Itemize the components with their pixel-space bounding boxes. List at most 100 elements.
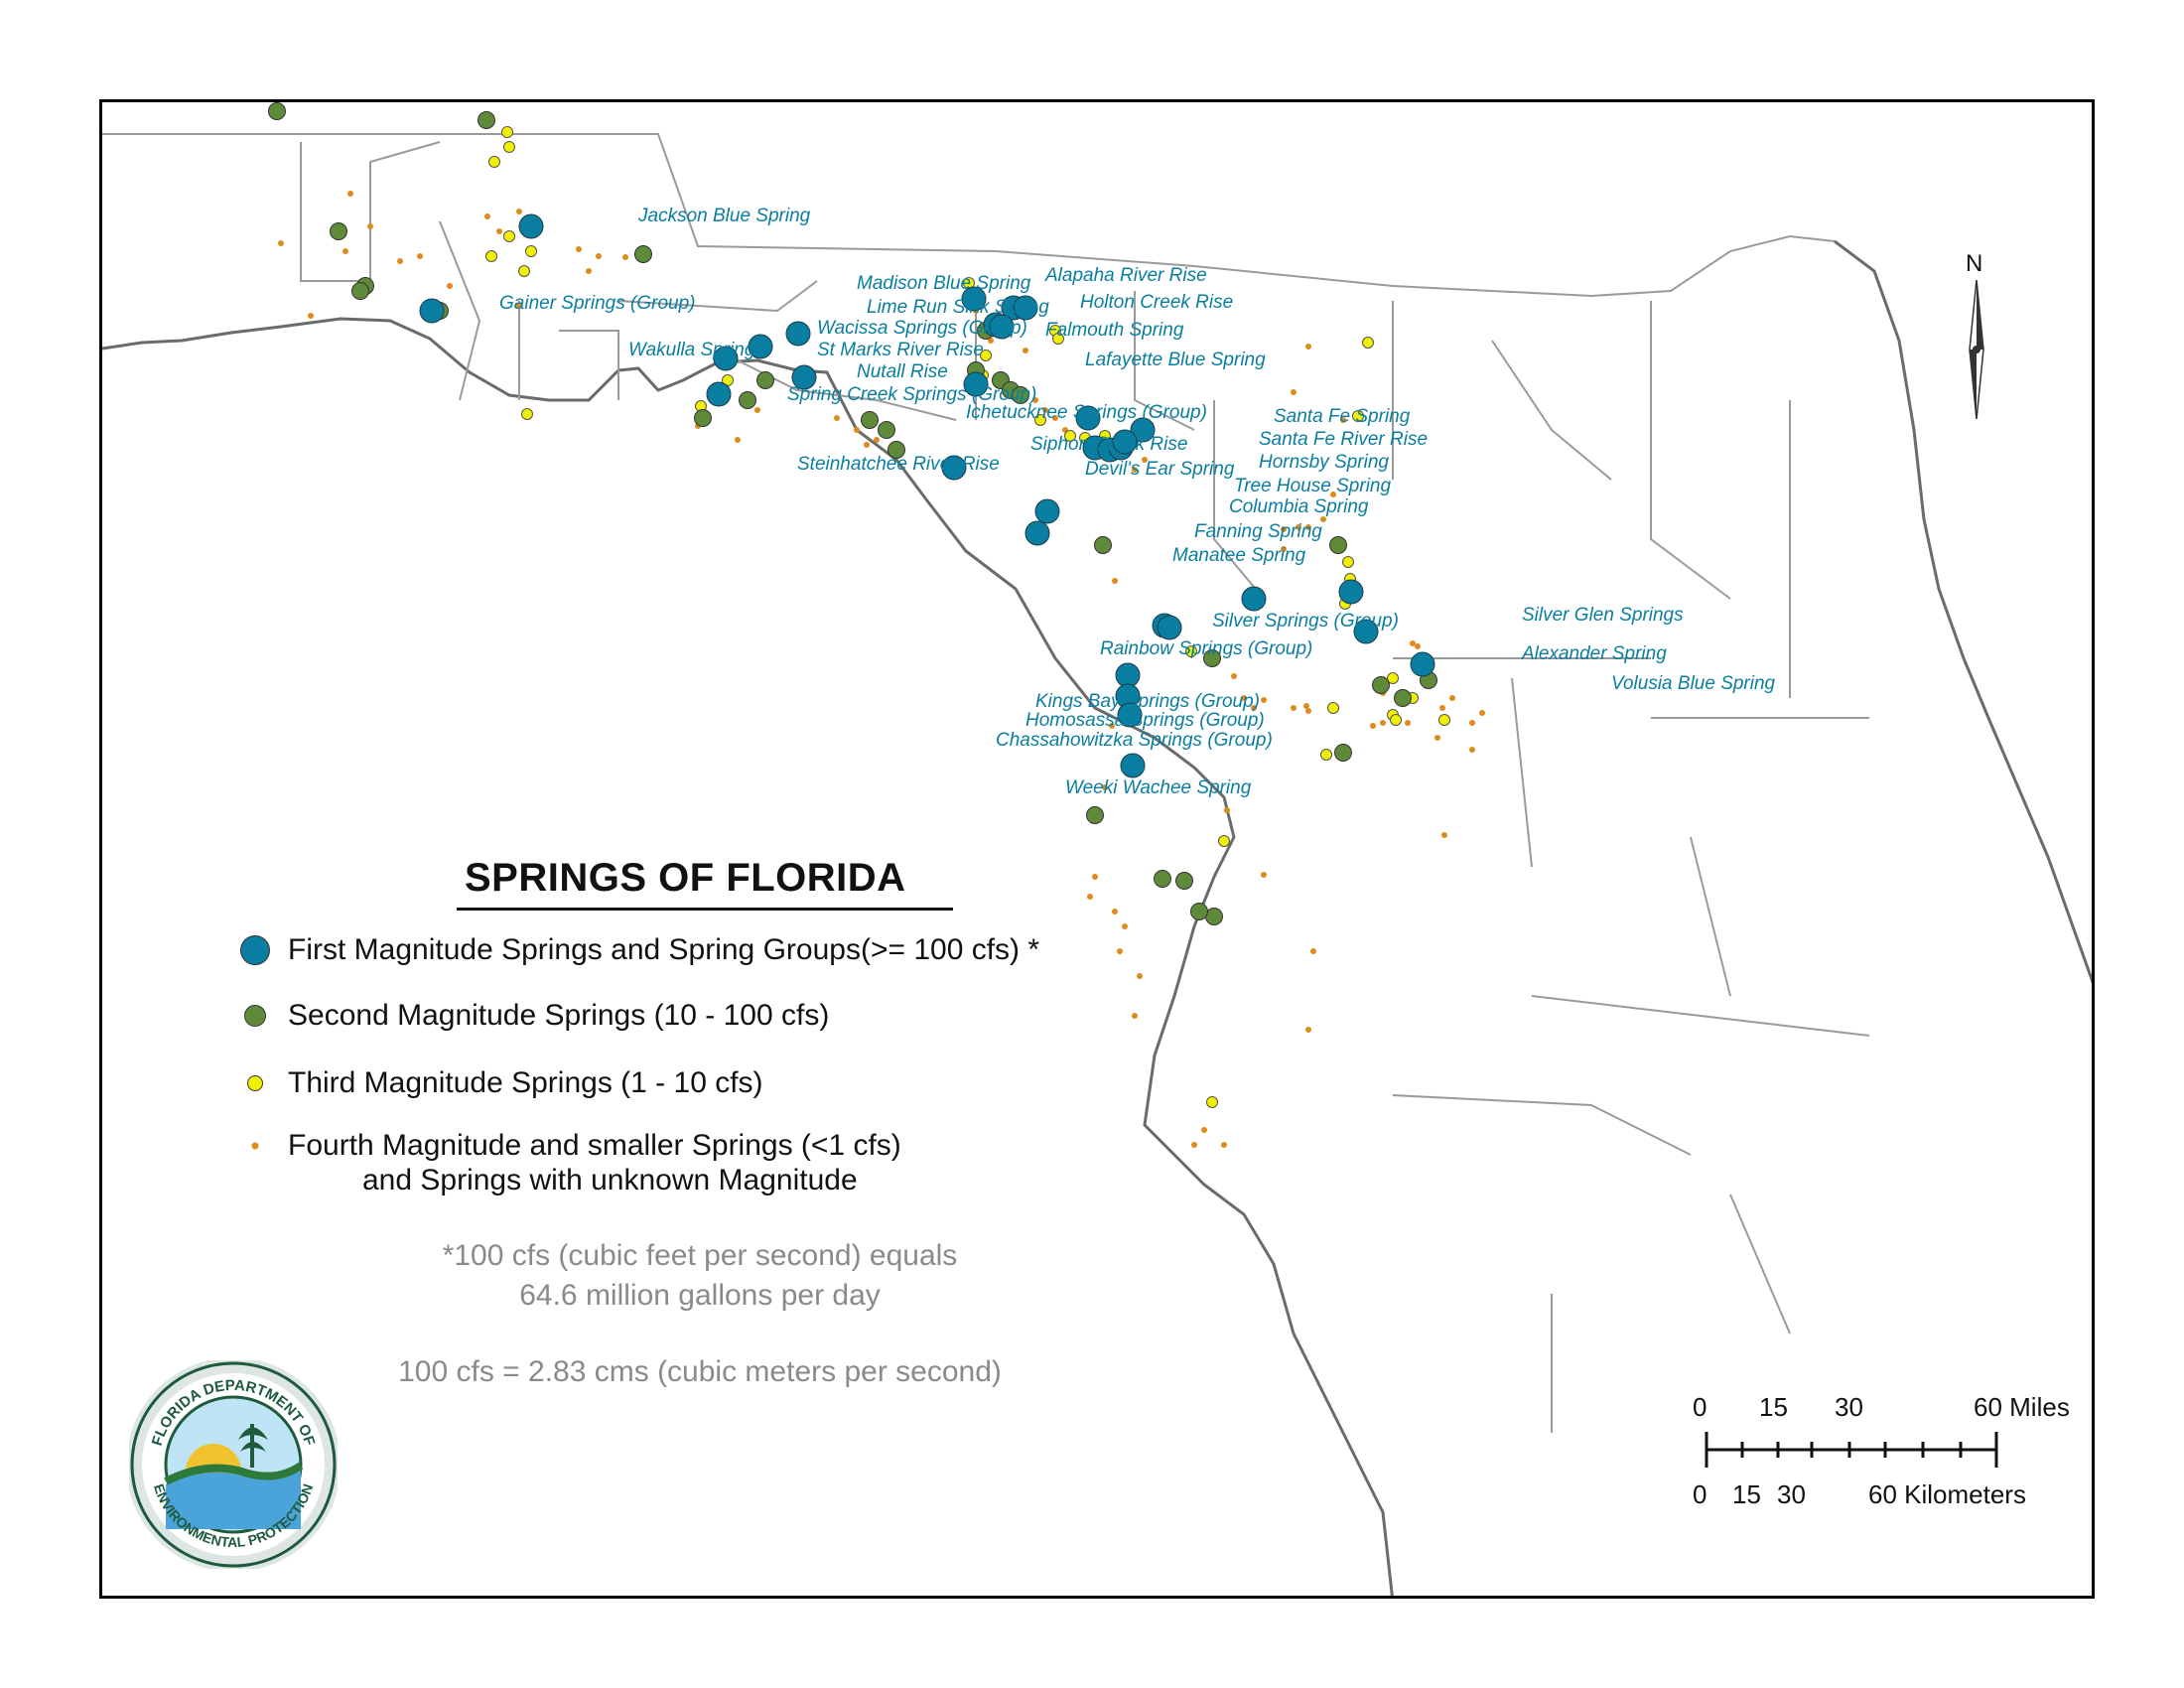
fourth-magnitude-spring	[367, 223, 373, 229]
fourth-magnitude-spring	[1132, 467, 1138, 473]
fourth-magnitude-spring	[864, 442, 870, 448]
spring-label: Chassahowitzka Springs (Group)	[996, 730, 1273, 751]
fourth-magnitude-spring	[1241, 695, 1247, 701]
spring-label: Volusia Blue Spring	[1611, 673, 1776, 694]
first-magnitude-spring	[961, 286, 987, 312]
fourth-magnitude-spring	[1296, 524, 1301, 530]
fourth-magnitude-spring	[1281, 526, 1287, 532]
fourth-magnitude-spring	[1052, 415, 1058, 421]
fourth-magnitude-spring	[1479, 710, 1485, 716]
fourth-magnitude-spring	[484, 213, 490, 219]
fourth-magnitude-spring	[1330, 492, 1336, 497]
first-magnitude-spring	[1157, 615, 1182, 640]
fourth-magnitude-spring	[1291, 705, 1297, 711]
third-magnitude-spring	[1327, 702, 1339, 714]
legend-item-label: First Magnitude Springs and Spring Group…	[288, 933, 1040, 966]
first-magnitude-spring	[419, 298, 445, 324]
third-magnitude-spring	[1342, 556, 1354, 568]
spring-label: Alexander Spring	[1521, 643, 1667, 664]
fourth-magnitude-spring	[874, 437, 880, 443]
spring-label: Wacissa Springs (Group)	[817, 318, 1027, 339]
fdep-logo: FLORIDA DEPARTMENT OF ENVIRONMENTAL PROT…	[129, 1360, 338, 1569]
scale-miles-30: 30	[1835, 1392, 1863, 1422]
fourth-magnitude-spring	[1087, 894, 1093, 900]
spring-label: Lafayette Blue Spring	[1085, 350, 1266, 370]
spring-label: Holton Creek Rise	[1080, 292, 1233, 313]
spring-label: Hornsby Spring	[1259, 452, 1389, 473]
spring-labels-layer: Jackson Blue Spring Gainer Springs (Group…	[499, 206, 1776, 798]
third-magnitude-spring	[1185, 645, 1197, 657]
second-magnitude-spring	[1012, 386, 1029, 404]
fourth-magnitude-spring	[1261, 697, 1267, 703]
fourth-magnitude-spring	[342, 248, 348, 254]
spring-label: Jackson Blue Spring	[637, 206, 811, 226]
fourth-magnitude-spring	[1102, 784, 1108, 790]
scale-miles-60: 60 Miles	[1974, 1392, 2070, 1422]
fourth-magnitude-spring	[1439, 705, 1445, 711]
spring-label: Falmouth Spring	[1045, 320, 1184, 341]
second-magnitude-spring	[1372, 676, 1390, 694]
fourth-magnitude-spring	[1441, 832, 1447, 838]
spring-label: Steinhatchee River Rise	[797, 454, 1000, 475]
fourth-magnitude-spring	[1137, 973, 1143, 979]
second-magnitude-spring	[351, 282, 369, 300]
first-magnitude-spring	[1353, 619, 1379, 644]
north-arrow-label: N	[1966, 250, 1983, 277]
third-magnitude-spring	[1352, 410, 1364, 422]
fourth-magnitude-spring	[1305, 1027, 1311, 1033]
spring-label: Ichetucknee Springs (Group)	[966, 402, 1207, 423]
fourth-magnitude-spring	[516, 209, 522, 214]
first-magnitude-spring	[791, 364, 817, 390]
first-magnitude-spring	[713, 346, 739, 371]
second-magnitude-spring	[1094, 536, 1112, 554]
map-frame: Jackson Blue Spring Gainer Springs (Group…	[99, 99, 2095, 1599]
spring-label: Santa Fe Spring	[1274, 406, 1411, 427]
note-cfs-line2: 64.6 million gallons per day	[519, 1279, 881, 1312]
fourth-magnitude-spring	[397, 258, 403, 264]
third-magnitude-spring	[501, 126, 513, 138]
fourth-magnitude-symbol	[238, 1126, 288, 1166]
county-lines	[300, 141, 1870, 1433]
third-magnitude-spring	[1052, 333, 1064, 345]
spring-label: Columbia Spring	[1229, 496, 1369, 517]
first-magnitude-spring	[941, 455, 967, 481]
fourth-magnitude-spring	[496, 228, 502, 234]
fourth-magnitude-spring	[1305, 524, 1311, 530]
third-magnitude-spring	[485, 250, 497, 262]
fourth-magnitude-spring	[1310, 948, 1316, 954]
scale-km-15: 15	[1732, 1479, 1761, 1509]
first-magnitude-spring	[1075, 405, 1101, 431]
fourth-magnitude-spring	[1469, 720, 1475, 726]
fourth-magnitude-spring	[516, 303, 522, 309]
note-cms: 100 cfs = 2.83 cms (cubic meters per sec…	[398, 1355, 1002, 1388]
second-magnitude-spring	[1154, 870, 1171, 888]
second-magnitude-spring	[739, 391, 756, 409]
fourth-magnitude-spring	[308, 313, 314, 319]
spring-label: Kings Bay Springs (Group)	[1035, 691, 1260, 712]
north-border	[102, 133, 1836, 298]
third-magnitude-spring	[1390, 714, 1402, 726]
spring-label: Lime Run Sink Spring	[867, 297, 1049, 318]
fourth-magnitude-spring	[735, 437, 741, 443]
fourth-magnitude-spring	[1281, 546, 1287, 552]
florida-map: Jackson Blue Spring Gainer Springs (Group…	[102, 102, 2092, 1596]
fourth-magnitude-spring	[1380, 720, 1386, 726]
third-magnitude-spring	[1218, 835, 1230, 847]
fourth-magnitude-spring	[1191, 1142, 1197, 1148]
third-magnitude-spring	[980, 350, 992, 361]
fourth-magnitude-spring	[586, 268, 592, 274]
second-magnitude-symbol	[238, 996, 288, 1036]
fourth-magnitude-spring	[1415, 643, 1421, 649]
second-magnitude-spring	[268, 102, 286, 120]
spring-label: Tree House Spring	[1234, 476, 1391, 496]
north-arrow-icon	[1969, 280, 1984, 419]
third-magnitude-spring	[1206, 1096, 1218, 1108]
third-magnitude-spring	[521, 408, 533, 420]
first-magnitude-spring	[1130, 417, 1156, 443]
fourth-magnitude-spring	[1434, 735, 1440, 741]
first-magnitude-spring	[1410, 651, 1435, 677]
fourth-magnitude-spring	[1291, 389, 1297, 395]
legend-item-second-magnitude: Second Magnitude Springs (10 - 100 cfs)	[238, 996, 829, 1036]
spring-label: Santa Fe River Rise	[1259, 429, 1428, 450]
fourth-magnitude-spring	[622, 254, 628, 260]
